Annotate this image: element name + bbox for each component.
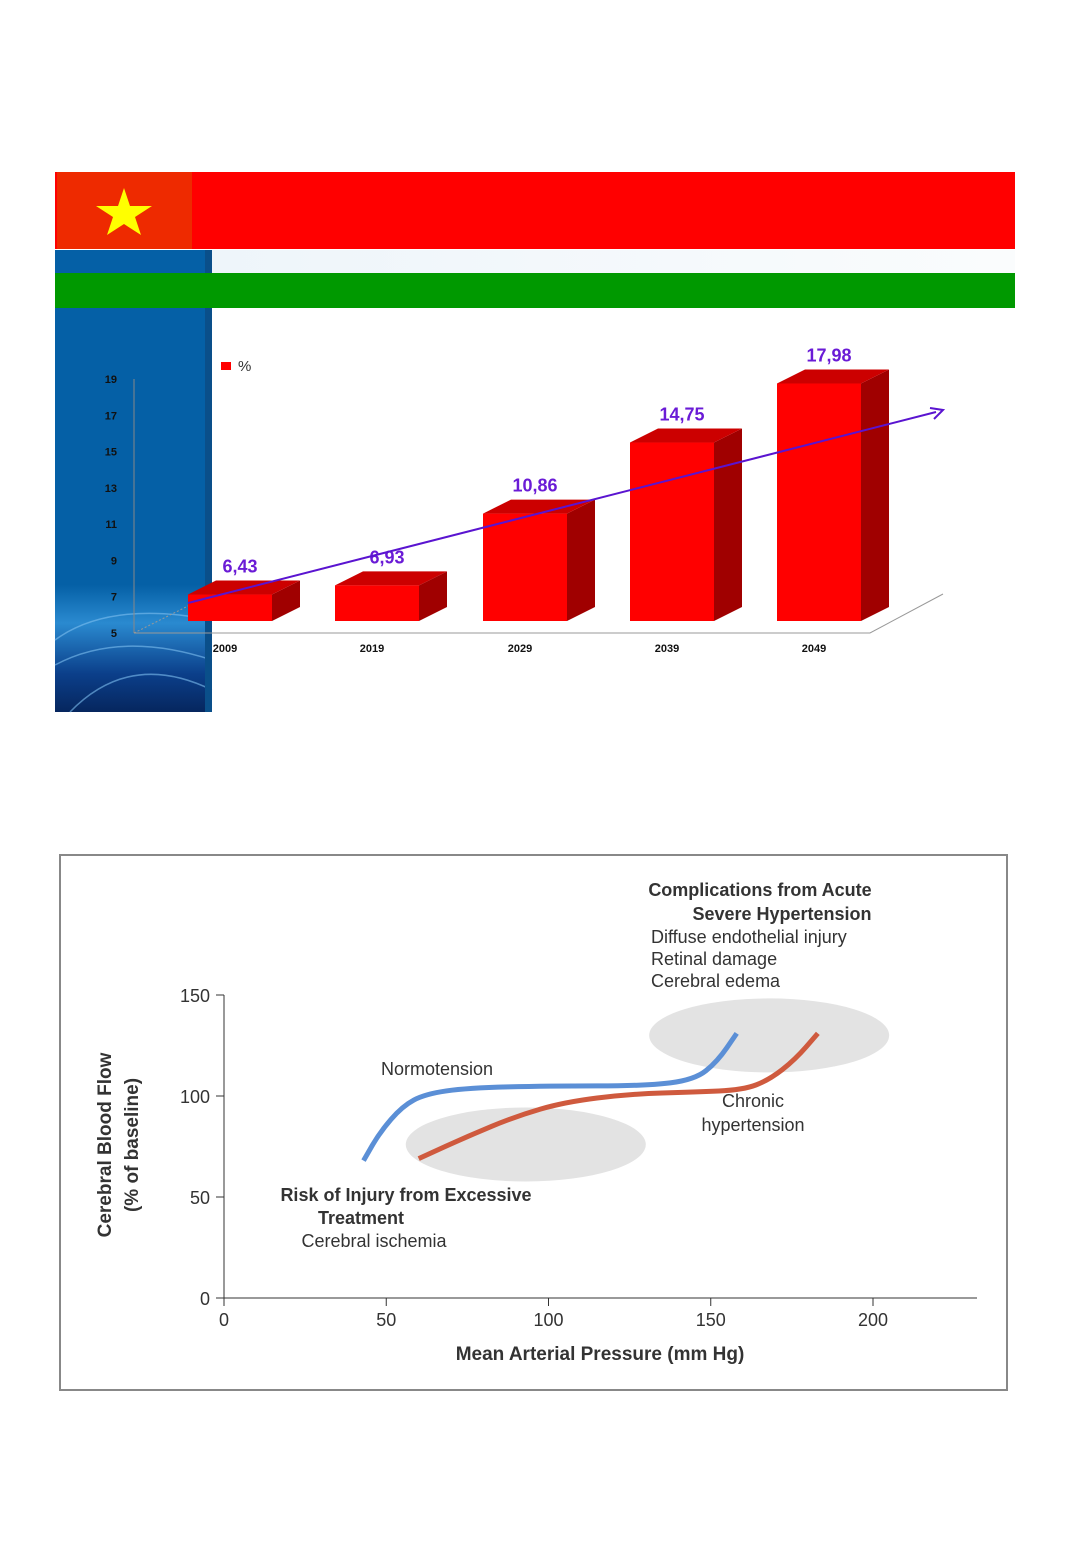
- bar-2039: [630, 442, 714, 621]
- x-tick-label: 200: [858, 1310, 888, 1330]
- bar-top: [777, 369, 889, 384]
- y-tick-label: 5: [111, 628, 117, 640]
- x-tick-label: 2019: [360, 643, 384, 655]
- x-axis-title: Mean Arterial Pressure (mm Hg): [456, 1344, 745, 1365]
- value-label: 14,75: [659, 405, 704, 425]
- trend-arrow-icon: [929, 407, 946, 420]
- bar-2009: [188, 594, 272, 621]
- y-tick-label: 9: [111, 555, 117, 567]
- risk-title-2: Treatment: [318, 1208, 404, 1228]
- bar-side: [714, 428, 742, 621]
- y-axis-subtitle: (% of baseline): [122, 1078, 143, 1212]
- chronic-label-line1: Chronic: [722, 1091, 784, 1111]
- bar-side: [272, 580, 300, 621]
- x-tick-label: 0: [219, 1310, 229, 1330]
- complication-item: Retinal damage: [651, 949, 777, 969]
- legend-label: %: [238, 358, 251, 375]
- complications-title-1: Complications from Acute: [648, 880, 871, 900]
- x-tick-label: 2029: [508, 643, 532, 655]
- bar-2029: [483, 513, 567, 621]
- value-label: 10,86: [512, 476, 557, 496]
- complications-title-2: Severe Hypertension: [692, 904, 871, 924]
- y-axis-title: Cerebral Blood Flow: [95, 1052, 116, 1237]
- y-tick-label: 11: [105, 519, 117, 531]
- bar-top: [335, 571, 447, 586]
- x-tick-label: 2049: [802, 643, 826, 655]
- value-label: 17,98: [806, 346, 851, 366]
- normotension-label: Normotension: [381, 1059, 493, 1079]
- complication-region: [649, 998, 890, 1073]
- green-banner: [55, 273, 1015, 308]
- y-tick-label: 17: [105, 410, 117, 422]
- y-tick-label: 150: [180, 986, 210, 1006]
- risk-title-1: Risk of Injury from Excessive: [280, 1185, 531, 1205]
- complication-item: Cerebral edema: [651, 971, 781, 991]
- legend-swatch: [221, 362, 231, 370]
- y-tick-label: 50: [190, 1188, 210, 1208]
- normotension-curve: [361, 1031, 739, 1162]
- risk-item: Cerebral ischemia: [301, 1231, 447, 1251]
- bar-2019: [335, 585, 419, 621]
- risk-region: [405, 1107, 646, 1182]
- value-label: 6,93: [369, 547, 404, 567]
- bar-top: [483, 499, 595, 514]
- y-tick-label: 19: [105, 374, 117, 386]
- y-tick-label: 7: [111, 592, 117, 604]
- y-tick-label: 0: [200, 1289, 210, 1309]
- bar-2049: [777, 383, 861, 621]
- bar-side: [419, 571, 447, 621]
- star-icon: [96, 188, 152, 235]
- x-tick-label: 100: [533, 1310, 563, 1330]
- complication-item: Diffuse endothelial injury: [651, 927, 847, 947]
- floor-edge: [133, 604, 191, 634]
- x-tick-label: 150: [696, 1310, 726, 1330]
- bar-top: [188, 580, 300, 595]
- red-banner: [55, 172, 1015, 249]
- chronic-label-line2: hypertension: [701, 1115, 804, 1135]
- x-tick-label: 2009: [213, 643, 237, 655]
- x-axis-floor: [134, 593, 944, 634]
- y-tick-label: 100: [180, 1087, 210, 1107]
- bar-side: [861, 369, 889, 621]
- x-tick-label: 50: [376, 1310, 396, 1330]
- chronic-hypertension-curve: [417, 1031, 820, 1161]
- value-label: 6,43: [222, 557, 257, 577]
- bar-side: [567, 499, 595, 621]
- bar-top: [630, 428, 742, 443]
- y-tick-label: 13: [105, 483, 117, 495]
- population-bar-chart: 5 7 9 11 13 15 17 19% 6,43 2009 6,93 2019 10,86 2029 1…: [54, 172, 1015, 713]
- trend-line: [187, 411, 937, 604]
- cerebral-autoregulation-chart: 0 50 100 150 0 50 100 150 200 Mean Arterial Press…: [59, 854, 1008, 1391]
- y-tick-label: 15: [105, 447, 117, 459]
- x-tick-label: 2039: [655, 643, 679, 655]
